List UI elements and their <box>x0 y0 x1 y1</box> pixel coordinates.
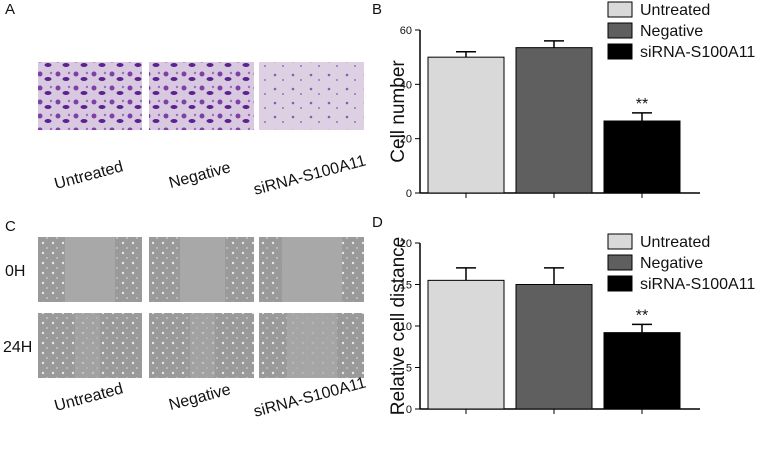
y-axis-label: Cell number <box>388 60 409 163</box>
panel-letter: C <box>5 218 16 235</box>
legend-label: Untreated <box>640 2 710 19</box>
bar <box>427 56 505 194</box>
legend-swatch <box>607 43 633 60</box>
panel-letter: A <box>5 1 15 18</box>
micrograph <box>149 62 254 130</box>
column-label: siRNA-S100A11 <box>252 152 368 198</box>
column-label: Untreated <box>53 380 125 415</box>
y-tick-label: 5 <box>406 363 412 375</box>
panel-letter: D <box>372 214 383 231</box>
legend-label: siRNA-S100A11 <box>640 276 755 293</box>
legend-swatch <box>607 275 633 292</box>
wound-images <box>38 237 364 378</box>
legend-label: Negative <box>640 255 703 272</box>
legend-swatch <box>607 22 633 39</box>
y-tick-label: 10 <box>400 321 412 333</box>
significance: ** <box>636 96 648 113</box>
legend-label: siRNA-S100A11 <box>640 44 755 61</box>
legend-swatch <box>607 1 633 18</box>
y-tick-label: 0 <box>406 188 412 200</box>
y-axis-label: Relative cell distance <box>388 237 409 415</box>
significance: ** <box>636 307 648 324</box>
row-label: 0H <box>5 263 25 280</box>
legend-swatch <box>607 233 633 250</box>
bar <box>427 279 505 410</box>
micrograph <box>38 62 142 130</box>
legend-label: Untreated <box>640 234 710 251</box>
column-label: Untreated <box>53 158 125 193</box>
y-tick-label: 60 <box>400 25 412 37</box>
bar <box>515 47 593 194</box>
panel-letter: B <box>372 1 382 18</box>
y-tick-label: 15 <box>400 280 412 292</box>
y-tick-label: 20 <box>400 238 412 250</box>
y-tick-label: 20 <box>400 134 412 146</box>
column-label: Negative <box>167 159 232 192</box>
y-tick-label: 40 <box>400 79 412 91</box>
y-tick-label: 0 <box>406 404 412 416</box>
legend-swatch <box>607 254 633 271</box>
micrograph <box>259 62 364 130</box>
column-label: siRNA-S100A11 <box>252 374 368 420</box>
column-label: Negative <box>167 381 232 414</box>
legend-label: Negative <box>640 23 703 40</box>
bar <box>603 120 681 194</box>
bar <box>603 332 681 410</box>
bar <box>515 284 593 410</box>
row-label: 24H <box>3 339 32 356</box>
